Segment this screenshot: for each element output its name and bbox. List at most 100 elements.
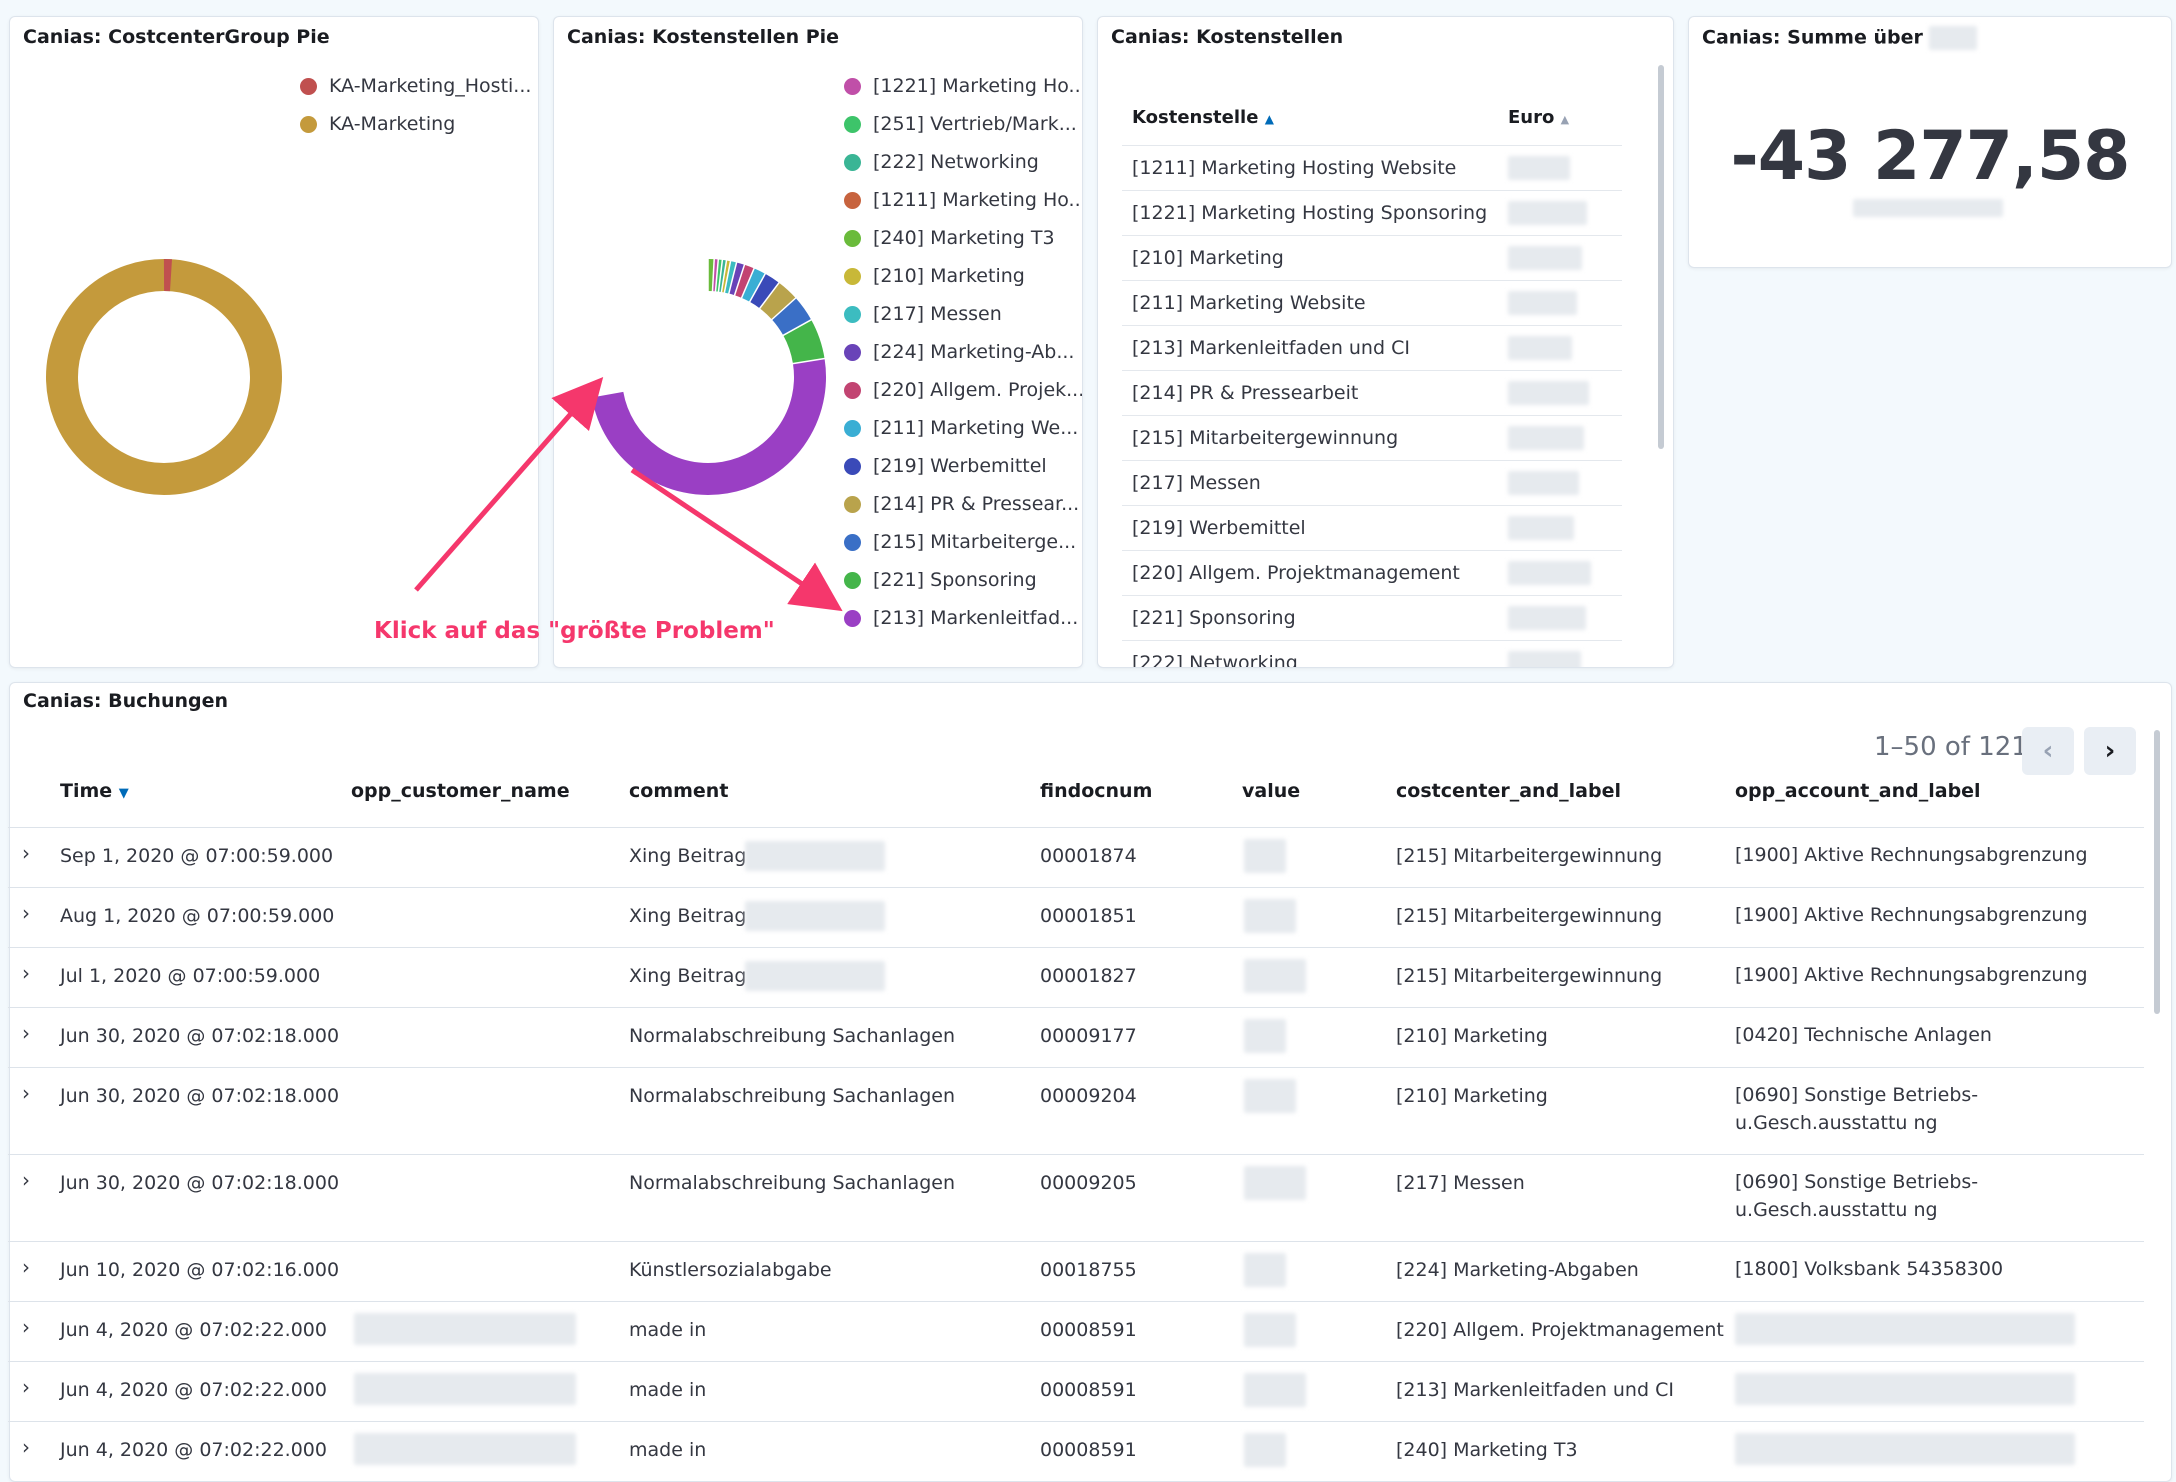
- legend-item[interactable]: [1211] Marketing Ho...: [844, 181, 1083, 219]
- redacted-comment: [745, 901, 885, 931]
- table-row[interactable]: [211] Marketing Website: [1122, 280, 1622, 325]
- legend-item[interactable]: [240] Marketing T3: [844, 219, 1083, 257]
- legend-label: [214] PR & Pressear...: [873, 493, 1079, 515]
- cell-comment: Xing Beitrag: [629, 965, 746, 987]
- column-header-kostenstelle[interactable]: Kostenstelle ▲: [1122, 107, 1508, 128]
- cell-costcenter: [224] Marketing-Abgaben: [1396, 1259, 1639, 1281]
- cell-kostenstelle: [220] Allgem. Projektmanagement: [1122, 562, 1508, 584]
- column-header-value[interactable]: value: [1242, 780, 1300, 802]
- legend-item[interactable]: [224] Marketing-Ab...: [844, 333, 1083, 371]
- legend-item[interactable]: KA-Marketing: [300, 105, 531, 143]
- table-scrollbar[interactable]: [2154, 730, 2160, 1014]
- next-page-button[interactable]: ›: [2084, 727, 2136, 775]
- expand-row-chevron-icon[interactable]: ›: [22, 901, 30, 925]
- expand-row-chevron-icon[interactable]: ›: [22, 1315, 30, 1339]
- cell-euro: [1508, 336, 1618, 360]
- legend-item[interactable]: [215] Mitarbeiterge...: [844, 523, 1083, 561]
- table-row[interactable]: [222] Networking: [1122, 640, 1622, 668]
- redacted-value: [1508, 606, 1586, 630]
- legend-item[interactable]: [214] PR & Pressear...: [844, 485, 1083, 523]
- expand-row-chevron-icon[interactable]: ›: [22, 1021, 30, 1045]
- donut-slice[interactable]: [740, 280, 748, 283]
- donut-slice[interactable]: [733, 278, 740, 280]
- expand-row-chevron-icon[interactable]: ›: [22, 1081, 30, 1105]
- legend-color-dot: [844, 382, 861, 399]
- legend-item[interactable]: KA-Marketing_Hosti...: [300, 67, 531, 105]
- expand-row-chevron-icon[interactable]: ›: [22, 1255, 30, 1279]
- table-row[interactable]: [219] Werbemittel: [1122, 505, 1622, 550]
- redacted-value: [1244, 1313, 1296, 1347]
- table-row[interactable]: [1211] Marketing Hosting Website: [1122, 145, 1622, 190]
- cell-euro: [1508, 606, 1618, 630]
- cell-kostenstelle: [221] Sponsoring: [1122, 607, 1508, 629]
- cell-comment: Normalabschreibung Sachanlagen: [629, 1085, 955, 1107]
- donut-slice[interactable]: [748, 283, 758, 288]
- legend-item[interactable]: [211] Marketing We...: [844, 409, 1083, 447]
- expand-row-chevron-icon[interactable]: ›: [22, 841, 30, 865]
- cell-costcenter: [213] Markenleitfaden und CI: [1396, 1379, 1674, 1401]
- legend-color-dot: [844, 534, 861, 551]
- cell-euro: [1508, 561, 1618, 585]
- table-row[interactable]: [220] Allgem. Projektmanagement: [1122, 550, 1622, 595]
- expand-row-chevron-icon[interactable]: ›: [22, 1375, 30, 1399]
- column-header-customer[interactable]: opp_customer_name: [351, 780, 570, 802]
- column-header-account[interactable]: opp_account_and_label: [1735, 780, 1981, 802]
- row-divider: [8, 1007, 2144, 1008]
- column-header-costcenter[interactable]: costcenter_and_label: [1396, 780, 1621, 802]
- legend-item[interactable]: [219] Werbemittel: [844, 447, 1083, 485]
- table-row[interactable]: [210] Marketing: [1122, 235, 1622, 280]
- cell-euro: [1508, 516, 1618, 540]
- cell-findocnum: 00001827: [1040, 965, 1137, 987]
- donut-slice[interactable]: [769, 296, 783, 309]
- legend-color-dot: [844, 496, 861, 513]
- column-header-comment[interactable]: comment: [629, 780, 728, 802]
- donut-slice[interactable]: [727, 277, 732, 278]
- legend-item[interactable]: [210] Marketing: [844, 257, 1083, 295]
- kostenstellen-donut[interactable]: [578, 247, 838, 507]
- cell-comment: made in: [629, 1319, 706, 1341]
- expand-row-chevron-icon[interactable]: ›: [22, 1435, 30, 1459]
- legend-item[interactable]: [222] Networking: [844, 143, 1083, 181]
- expand-row-chevron-icon[interactable]: ›: [22, 961, 30, 985]
- cell-account: [0690] Sonstige Betriebs-u.Gesch.ausstat…: [1735, 1081, 2135, 1137]
- legend-item[interactable]: [1221] Marketing Ho...: [844, 67, 1083, 105]
- cell-euro: [1508, 471, 1618, 495]
- table-row[interactable]: [215] Mitarbeitergewinnung: [1122, 415, 1622, 460]
- donut-slice[interactable]: [608, 361, 810, 479]
- cell-time: Jul 1, 2020 @ 07:00:59.000: [60, 965, 320, 987]
- column-header-findocnum[interactable]: findocnum: [1040, 780, 1152, 802]
- legend-item[interactable]: [220] Allgem. Projek...: [844, 371, 1083, 409]
- legend-label: [213] Markenleitfad...: [873, 607, 1078, 629]
- legend-label: [220] Allgem. Projek...: [873, 379, 1083, 401]
- legend-item[interactable]: [213] Markenleitfad...: [844, 599, 1083, 637]
- cell-account: [1800] Volksbank 54358300: [1735, 1255, 2135, 1283]
- costcenter-group-donut[interactable]: [34, 247, 294, 507]
- legend-item[interactable]: [217] Messen: [844, 295, 1083, 333]
- cell-findocnum: 00008591: [1040, 1379, 1137, 1401]
- column-header-euro[interactable]: Euro ▲: [1508, 107, 1618, 128]
- redacted-value: [1244, 1079, 1296, 1113]
- table-row[interactable]: [1221] Marketing Hosting Sponsoring: [1122, 190, 1622, 235]
- legend-item[interactable]: [221] Sponsoring: [844, 561, 1083, 599]
- table-row[interactable]: [217] Messen: [1122, 460, 1622, 505]
- cell-euro: [1508, 426, 1618, 450]
- chevron-right-icon: ›: [2105, 736, 2116, 766]
- table-row[interactable]: [214] PR & Pressearbeit: [1122, 370, 1622, 415]
- cell-kostenstelle: [215] Mitarbeitergewinnung: [1122, 427, 1508, 449]
- donut-slice[interactable]: [797, 328, 809, 361]
- donut-slice[interactable]: [757, 288, 769, 296]
- donut-slice[interactable]: [784, 309, 797, 328]
- cell-account: [0420] Technische Anlagen: [1735, 1021, 2135, 1049]
- legend-label: [215] Mitarbeiterge...: [873, 531, 1076, 553]
- legend-item[interactable]: [251] Vertrieb/Mark...: [844, 105, 1083, 143]
- legend-color-dot: [844, 572, 861, 589]
- table-row[interactable]: [221] Sponsoring: [1122, 595, 1622, 640]
- sort-icon: ▲: [1561, 113, 1569, 126]
- expand-row-chevron-icon[interactable]: ›: [22, 1168, 30, 1192]
- legend-color-dot: [844, 230, 861, 247]
- previous-page-button[interactable]: ‹: [2022, 727, 2074, 775]
- pagination-range: 1–50 of 121: [1874, 732, 2028, 762]
- column-header-time[interactable]: Time ▼: [60, 780, 129, 802]
- scrollbar[interactable]: [1658, 65, 1664, 449]
- table-row[interactable]: [213] Markenleitfaden und CI: [1122, 325, 1622, 370]
